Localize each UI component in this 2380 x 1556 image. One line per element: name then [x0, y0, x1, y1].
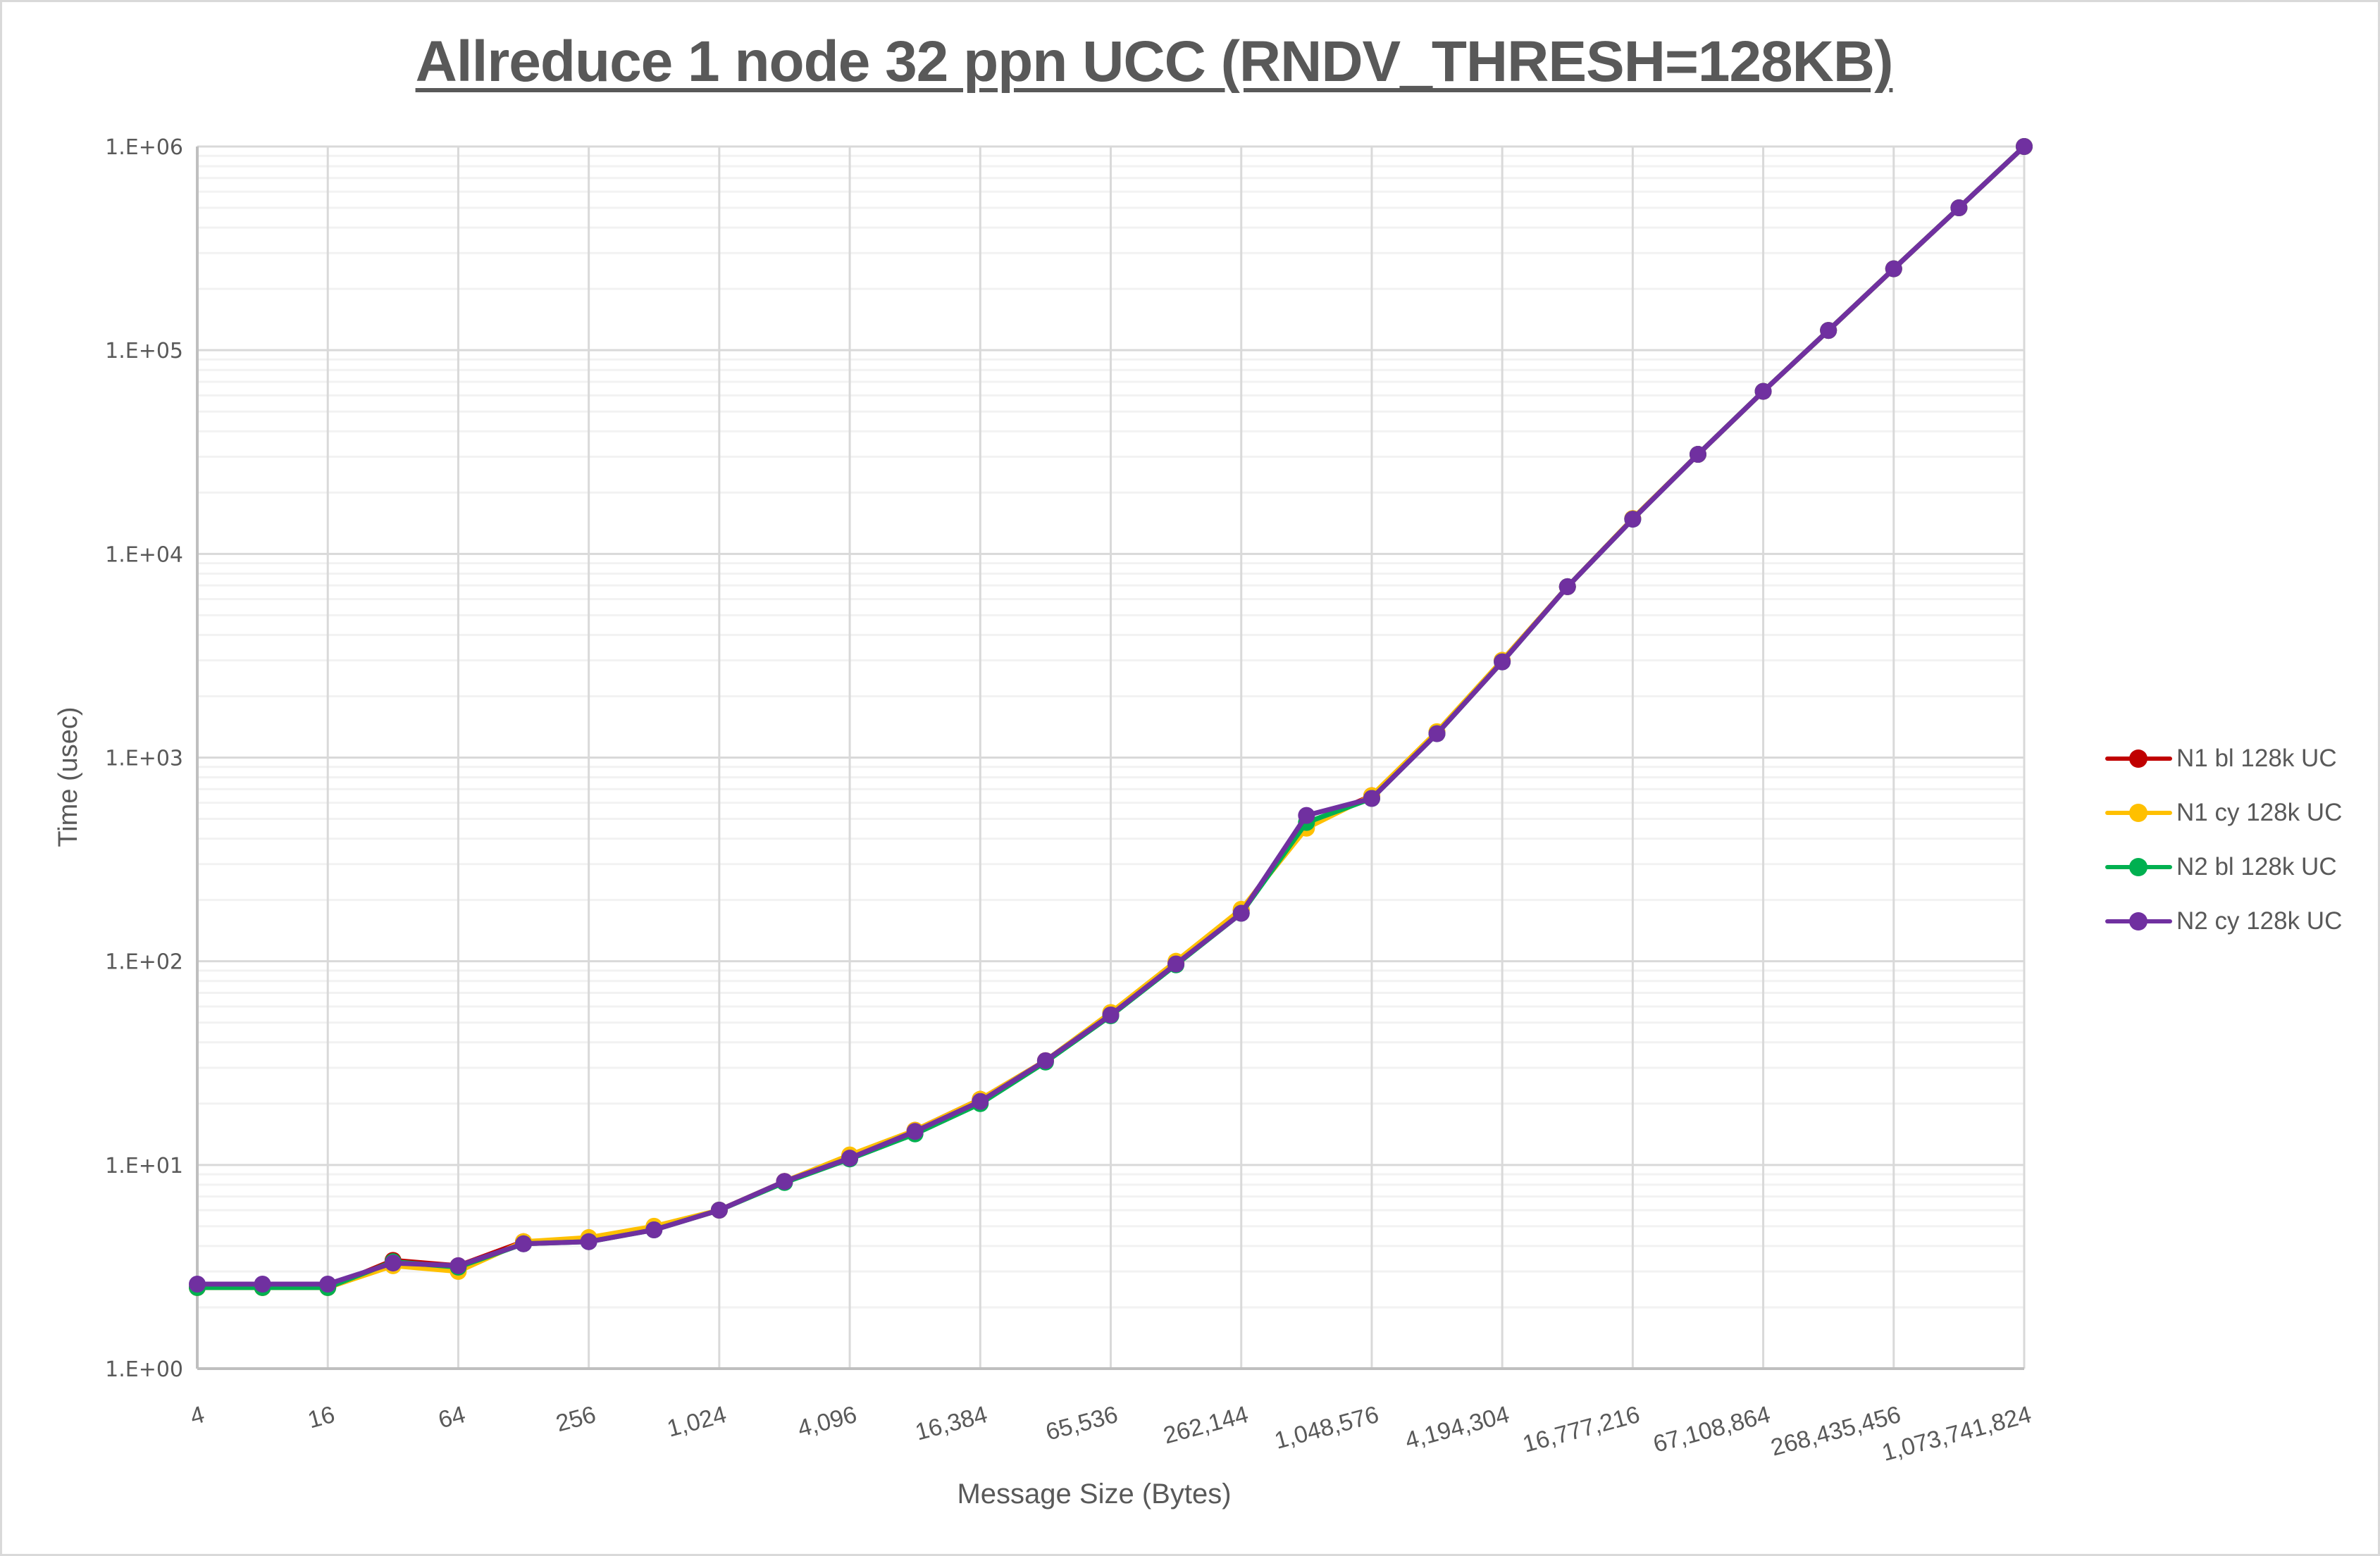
data-point[interactable]: [1102, 1006, 1120, 1023]
data-point[interactable]: [1428, 725, 1446, 742]
data-point[interactable]: [906, 1123, 924, 1140]
data-point[interactable]: [1558, 578, 1576, 595]
data-point[interactable]: [1494, 653, 1511, 671]
data-point[interactable]: [319, 1276, 337, 1293]
data-point[interactable]: [841, 1150, 859, 1167]
data-point[interactable]: [580, 1233, 597, 1250]
y-tick-label: 1.E+06: [105, 135, 183, 160]
data-point[interactable]: [1298, 807, 1315, 824]
data-point[interactable]: [1232, 904, 1250, 922]
x-tick-label: 65,536: [1043, 1401, 1120, 1446]
data-point[interactable]: [1624, 511, 1642, 528]
data-point[interactable]: [384, 1255, 402, 1272]
data-point[interactable]: [189, 1276, 206, 1293]
line-marker-icon: [2105, 857, 2172, 878]
data-point[interactable]: [1167, 955, 1185, 973]
data-point[interactable]: [645, 1221, 663, 1239]
legend: N1 bl 128k UC N1 cy 128k UC N2 bl 128k U…: [2105, 731, 2373, 948]
data-point[interactable]: [972, 1093, 989, 1110]
data-point[interactable]: [1363, 790, 1380, 807]
data-point[interactable]: [1754, 382, 1772, 400]
x-tick-label: 16,777,216: [1520, 1401, 1642, 1458]
data-point[interactable]: [710, 1201, 728, 1219]
x-tick-label: 4,096: [795, 1401, 860, 1443]
legend-item-n1-cy[interactable]: N1 cy 128k UC: [2105, 785, 2373, 840]
y-axis-title: Time (usec): [54, 707, 83, 847]
x-tick-label: 67,108,864: [1650, 1401, 1773, 1458]
legend-item-n2-bl[interactable]: N2 bl 128k UC: [2105, 840, 2373, 894]
y-axis-tick-labels: 1.E+00 1.E+01 1.E+02 1.E+03 1.E+04 1.E+05 1.E+…: [105, 135, 183, 1382]
data-series: [189, 138, 2033, 1296]
x-axis-title: Message Size (Bytes): [957, 1479, 1232, 1510]
x-tick-label: 64: [435, 1401, 468, 1433]
x-axis-tick-labels: 4 16 64 256 1,024 4,096 16,384 65,536 262,144 1,0…: [187, 1401, 2034, 1467]
data-point[interactable]: [1036, 1052, 1054, 1069]
legend-item-n2-cy[interactable]: N2 cy 128k UC: [2105, 894, 2373, 948]
chart-title: Allreduce 1 node 32 ppn UCC (RNDV_THRESH…: [415, 30, 1894, 94]
y-tick-label: 1.E+04: [105, 542, 183, 567]
legend-label: N2 bl 128k UC: [2176, 852, 2337, 880]
x-tick-label: 1,073,741,824: [1879, 1401, 2034, 1467]
legend-label: N1 bl 128k UC: [2176, 744, 2337, 772]
y-tick-label: 1.E+02: [105, 950, 183, 975]
x-tick-label: 1,024: [664, 1401, 729, 1443]
y-tick-label: 1.E+00: [105, 1357, 183, 1382]
x-tick-label: 256: [553, 1401, 599, 1437]
x-tick-label: 16,384: [912, 1401, 990, 1446]
series-n2-cy-128k-uc: [189, 138, 2033, 1293]
x-tick-label: 1,048,576: [1272, 1401, 1382, 1455]
line-marker-icon: [2105, 802, 2172, 823]
major-gridlines: [196, 145, 2026, 1370]
legend-label: N1 cy 128k UC: [2176, 798, 2343, 826]
legend-item-n1-bl[interactable]: N1 bl 128k UC: [2105, 731, 2373, 785]
line-marker-icon: [2105, 748, 2172, 769]
axes: [196, 147, 2024, 1370]
data-point[interactable]: [1689, 446, 1706, 463]
data-point[interactable]: [2016, 138, 2033, 155]
y-tick-label: 1.E+05: [105, 339, 183, 363]
data-point[interactable]: [450, 1257, 467, 1274]
line-marker-icon: [2105, 911, 2172, 932]
x-tick-label: 16: [305, 1401, 337, 1433]
data-point[interactable]: [254, 1276, 271, 1293]
x-tick-label: 262,144: [1160, 1401, 1251, 1450]
y-tick-label: 1.E+01: [105, 1154, 183, 1178]
x-tick-label: 4: [187, 1401, 207, 1431]
data-point[interactable]: [515, 1235, 533, 1252]
data-point[interactable]: [1820, 322, 1837, 340]
legend-label: N2 cy 128k UC: [2176, 907, 2343, 935]
data-point[interactable]: [1885, 260, 1902, 278]
x-tick-label: 4,194,304: [1402, 1401, 1512, 1455]
data-point[interactable]: [1950, 199, 1968, 217]
y-tick-label: 1.E+03: [105, 747, 183, 771]
data-point[interactable]: [776, 1173, 793, 1190]
